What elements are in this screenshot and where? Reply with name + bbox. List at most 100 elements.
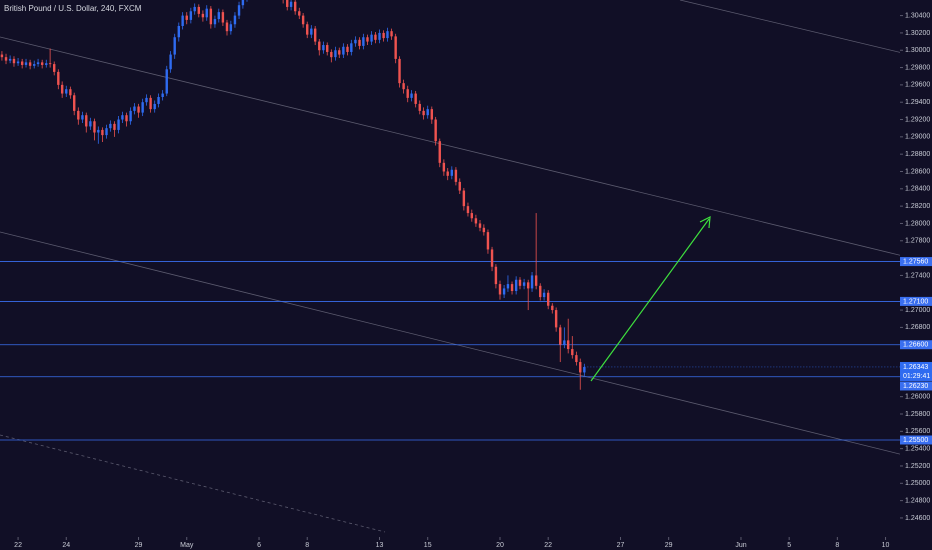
x-tick-label: 10 xyxy=(882,542,890,549)
candle-body xyxy=(482,227,486,233)
x-tick-label: Jun xyxy=(735,542,746,549)
candle-body xyxy=(193,6,196,12)
candle-body xyxy=(418,103,421,111)
candle-body xyxy=(313,28,317,42)
y-tick-label: 1.28800 xyxy=(905,151,930,158)
candles xyxy=(0,0,586,390)
candle-body xyxy=(366,37,369,42)
candle-body xyxy=(125,115,128,122)
candle-body xyxy=(434,119,437,142)
candle-body xyxy=(145,97,148,103)
candle-body xyxy=(522,282,526,286)
candle-body xyxy=(466,206,470,214)
y-tick-label: 1.25400 xyxy=(905,445,930,452)
candle-body xyxy=(60,84,64,94)
x-tick-label: 13 xyxy=(376,542,384,549)
candle-body xyxy=(346,46,349,52)
candle-body xyxy=(153,103,156,110)
x-tick-label: 24 xyxy=(62,542,70,549)
candle-body xyxy=(141,102,144,113)
candle-body xyxy=(559,327,562,345)
candle-body xyxy=(221,12,225,23)
candle-body xyxy=(318,41,321,51)
candle-body xyxy=(69,89,72,96)
candle-body xyxy=(382,32,385,39)
y-tick-label: 1.29800 xyxy=(905,64,930,71)
candle-body xyxy=(181,15,184,26)
candle-body xyxy=(33,64,36,66)
level-label-box xyxy=(900,257,932,267)
candle-body xyxy=(197,6,200,14)
candle-body xyxy=(551,305,554,311)
y-tick-label: 1.28200 xyxy=(905,203,930,210)
price-axis xyxy=(900,0,932,550)
candle-body xyxy=(293,1,297,12)
trend-line xyxy=(0,36,900,256)
candle-body xyxy=(426,109,429,116)
y-tick-label: 1.25800 xyxy=(905,411,930,418)
x-tick-label: 20 xyxy=(496,542,504,549)
candle-body xyxy=(470,213,474,219)
x-tick-label: 27 xyxy=(617,542,625,549)
candle-body xyxy=(310,28,313,35)
candle-body xyxy=(57,71,60,85)
candle-body xyxy=(539,285,542,298)
candle-body xyxy=(233,15,237,25)
candle-body xyxy=(430,109,434,120)
y-tick-label: 1.24600 xyxy=(905,515,930,522)
candle-body xyxy=(225,22,229,32)
candle-body xyxy=(462,190,466,207)
candle-body xyxy=(24,62,28,65)
candle-body xyxy=(422,110,425,116)
candle-body xyxy=(241,0,245,6)
candle-body xyxy=(36,62,40,65)
candle-body xyxy=(394,36,397,59)
candle-body xyxy=(133,106,136,111)
candle-body xyxy=(301,15,305,25)
candle-body xyxy=(354,39,357,44)
candle-body xyxy=(498,284,502,295)
x-tick-label: 29 xyxy=(135,542,143,549)
candle-body xyxy=(486,232,490,250)
candle-body xyxy=(402,83,405,90)
candle-body xyxy=(137,106,140,113)
y-tick-label: 1.29400 xyxy=(905,99,930,106)
candle-body xyxy=(410,93,413,98)
candle-body xyxy=(189,11,193,20)
candle-body xyxy=(474,218,478,224)
countdown: 01:29:41 xyxy=(903,373,930,380)
candle-body xyxy=(554,310,558,328)
candle-body xyxy=(306,24,309,35)
candle-body xyxy=(4,57,8,61)
candle-body xyxy=(414,93,417,104)
arrow-shaft xyxy=(590,218,710,382)
y-tick-label: 1.27400 xyxy=(905,272,930,279)
candle-body xyxy=(458,181,461,191)
candle-body xyxy=(85,115,88,127)
candle-body xyxy=(185,15,188,20)
candle-body xyxy=(398,58,401,84)
candle-body xyxy=(563,340,566,345)
candle-body xyxy=(209,8,213,25)
candle-body xyxy=(494,266,498,285)
level-label: 1.26230 xyxy=(903,383,928,390)
x-tick-label: 15 xyxy=(424,542,432,549)
candle-body xyxy=(490,249,494,267)
candle-body xyxy=(89,121,92,127)
candle-body xyxy=(12,58,16,64)
candle-body xyxy=(526,282,530,289)
x-tick-label: 6 xyxy=(257,542,261,549)
chart-title: British Pound / U.S. Dollar, 240, FXCM xyxy=(4,4,142,13)
candle-body xyxy=(370,34,373,42)
candle-body xyxy=(28,62,32,66)
level-label: 1.26600 xyxy=(903,342,928,349)
candle-body xyxy=(579,362,582,373)
candle-body xyxy=(442,162,446,172)
candle-body xyxy=(201,13,205,18)
candle-body xyxy=(97,129,100,133)
candle-body xyxy=(109,123,112,129)
x-tick-label: 8 xyxy=(835,542,839,549)
x-axis: 22 24 29 May 6 8 13 15 20 22 27 29 Jun 5 8 10 xyxy=(14,537,890,549)
candle-body xyxy=(286,0,289,7)
